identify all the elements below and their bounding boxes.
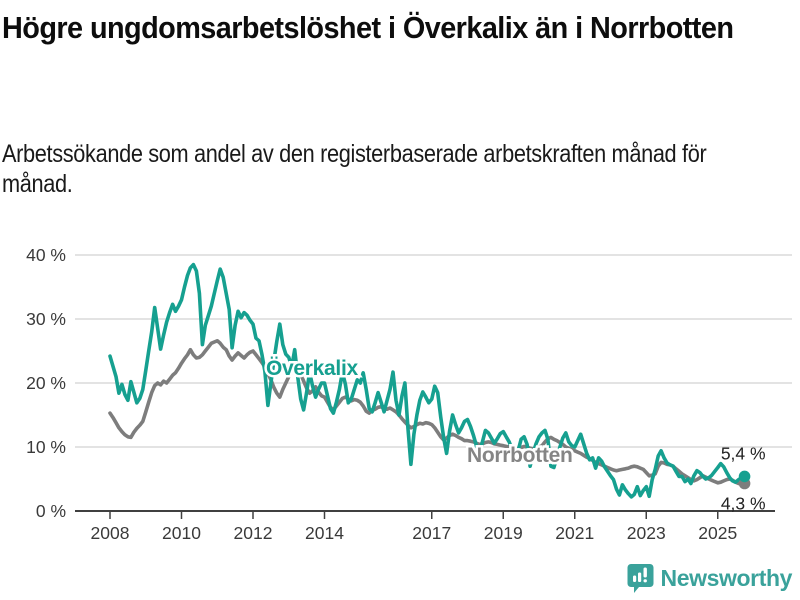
- y-tick-label: 10 %: [26, 437, 66, 457]
- y-tick-label: 30 %: [26, 309, 66, 329]
- x-tick-label: 2021: [555, 523, 594, 543]
- page-title: Högre ungdomsarbetslöshet i Överkalix än…: [2, 10, 734, 45]
- newsworthy-logo-icon: [627, 564, 654, 593]
- series-label-norrbotten: Norrbotten: [467, 444, 573, 467]
- newsworthy-logo-text: Newsworthy: [660, 564, 793, 591]
- x-tick-label: 2019: [484, 523, 523, 543]
- overkalix-end-dot: [738, 470, 751, 483]
- x-tick-label: 2025: [698, 523, 737, 543]
- series-label-överkalix: Överkalix: [266, 357, 358, 380]
- y-tick-label: 0 %: [36, 501, 66, 521]
- x-tick-label: 2014: [305, 523, 344, 543]
- x-tick-label: 2008: [91, 523, 130, 543]
- end-value-label-norrbotten: 4,3 %: [721, 493, 766, 513]
- x-tick-label: 2017: [412, 523, 451, 543]
- y-tick-label: 20 %: [26, 373, 66, 393]
- x-tick-label: 2012: [234, 523, 273, 543]
- y-tick-label: 40 %: [26, 245, 66, 265]
- newsworthy-branding: Newsworthy: [627, 563, 792, 593]
- series-line-norrbotten: [108, 338, 747, 486]
- x-tick-label: 2010: [162, 523, 201, 543]
- x-tick-label: 2023: [627, 523, 666, 543]
- series-line-överkalix: [108, 262, 747, 499]
- chart-subtitle: Arbetssökande som andel av den registerb…: [2, 140, 707, 198]
- end-value-label-överkalix: 5,4 %: [721, 443, 766, 463]
